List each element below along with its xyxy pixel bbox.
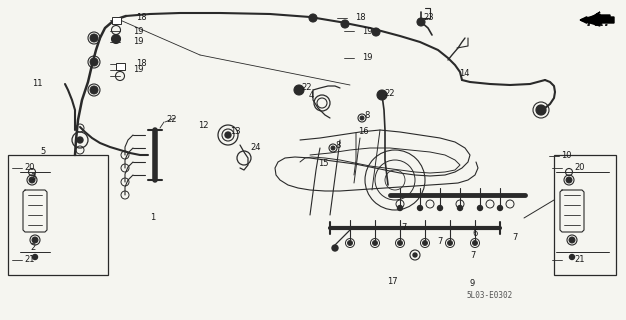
Text: 7: 7 xyxy=(401,223,406,233)
Circle shape xyxy=(360,116,364,120)
Bar xyxy=(554,155,616,275)
Text: 9: 9 xyxy=(470,278,475,287)
Text: 5: 5 xyxy=(40,148,45,156)
Text: 8: 8 xyxy=(364,110,369,119)
Circle shape xyxy=(332,245,338,251)
Bar xyxy=(111,17,120,23)
Circle shape xyxy=(423,241,428,245)
Circle shape xyxy=(29,177,35,183)
Circle shape xyxy=(418,205,423,211)
Circle shape xyxy=(372,241,377,245)
Text: FR.: FR. xyxy=(587,15,610,28)
Circle shape xyxy=(539,108,543,112)
Text: 22: 22 xyxy=(166,116,177,124)
Circle shape xyxy=(498,205,503,211)
Text: 17: 17 xyxy=(387,277,398,286)
Circle shape xyxy=(566,177,572,183)
Polygon shape xyxy=(590,12,610,25)
Circle shape xyxy=(473,241,478,245)
Text: 11: 11 xyxy=(32,79,43,89)
Circle shape xyxy=(458,205,463,211)
Circle shape xyxy=(417,18,425,26)
Text: 20: 20 xyxy=(24,164,34,172)
Text: 7: 7 xyxy=(437,236,443,245)
Circle shape xyxy=(32,237,38,243)
Circle shape xyxy=(536,105,546,115)
Text: 18: 18 xyxy=(355,13,366,22)
Text: 7: 7 xyxy=(512,234,517,243)
Text: 20: 20 xyxy=(574,164,585,172)
Circle shape xyxy=(33,254,38,260)
Text: 3: 3 xyxy=(30,172,36,181)
Circle shape xyxy=(111,35,120,44)
Text: 4: 4 xyxy=(309,92,314,100)
Circle shape xyxy=(90,34,98,42)
Text: 12: 12 xyxy=(198,122,208,131)
Circle shape xyxy=(570,254,575,260)
Text: 16: 16 xyxy=(358,126,369,135)
Circle shape xyxy=(478,205,483,211)
Text: 21: 21 xyxy=(24,255,34,265)
Text: 24: 24 xyxy=(250,142,260,151)
Circle shape xyxy=(77,137,83,143)
Circle shape xyxy=(331,146,335,150)
Circle shape xyxy=(448,241,453,245)
Text: 18: 18 xyxy=(136,13,146,22)
Circle shape xyxy=(413,253,417,257)
Circle shape xyxy=(438,205,443,211)
Circle shape xyxy=(569,237,575,243)
Circle shape xyxy=(225,132,231,138)
Text: 19: 19 xyxy=(133,27,143,36)
Text: 19: 19 xyxy=(362,53,372,62)
Text: 8: 8 xyxy=(335,140,341,149)
Text: 21: 21 xyxy=(574,255,585,265)
Text: 18: 18 xyxy=(136,60,146,68)
Text: 19: 19 xyxy=(133,66,143,75)
Text: 10: 10 xyxy=(561,151,572,161)
Text: 1: 1 xyxy=(150,213,155,222)
Text: 22: 22 xyxy=(384,89,394,98)
Text: 14: 14 xyxy=(459,69,470,78)
Circle shape xyxy=(294,85,304,95)
Text: 6: 6 xyxy=(472,228,478,237)
Bar xyxy=(116,62,125,69)
Text: 19: 19 xyxy=(362,27,372,36)
Text: 13: 13 xyxy=(230,126,240,135)
Bar xyxy=(8,155,108,275)
Text: 23: 23 xyxy=(423,13,434,22)
Text: 22: 22 xyxy=(301,84,312,92)
Circle shape xyxy=(398,205,403,211)
Text: 15: 15 xyxy=(318,158,329,167)
Circle shape xyxy=(372,28,380,36)
Text: 7: 7 xyxy=(470,252,475,260)
Circle shape xyxy=(341,20,349,28)
Circle shape xyxy=(398,241,403,245)
Polygon shape xyxy=(580,14,614,26)
Circle shape xyxy=(90,86,98,94)
Circle shape xyxy=(347,241,352,245)
Circle shape xyxy=(309,14,317,22)
Circle shape xyxy=(90,58,98,66)
Text: 19: 19 xyxy=(133,37,143,46)
Circle shape xyxy=(377,90,387,100)
Text: 2: 2 xyxy=(30,244,35,252)
Text: 5L03-E0302: 5L03-E0302 xyxy=(467,292,513,300)
